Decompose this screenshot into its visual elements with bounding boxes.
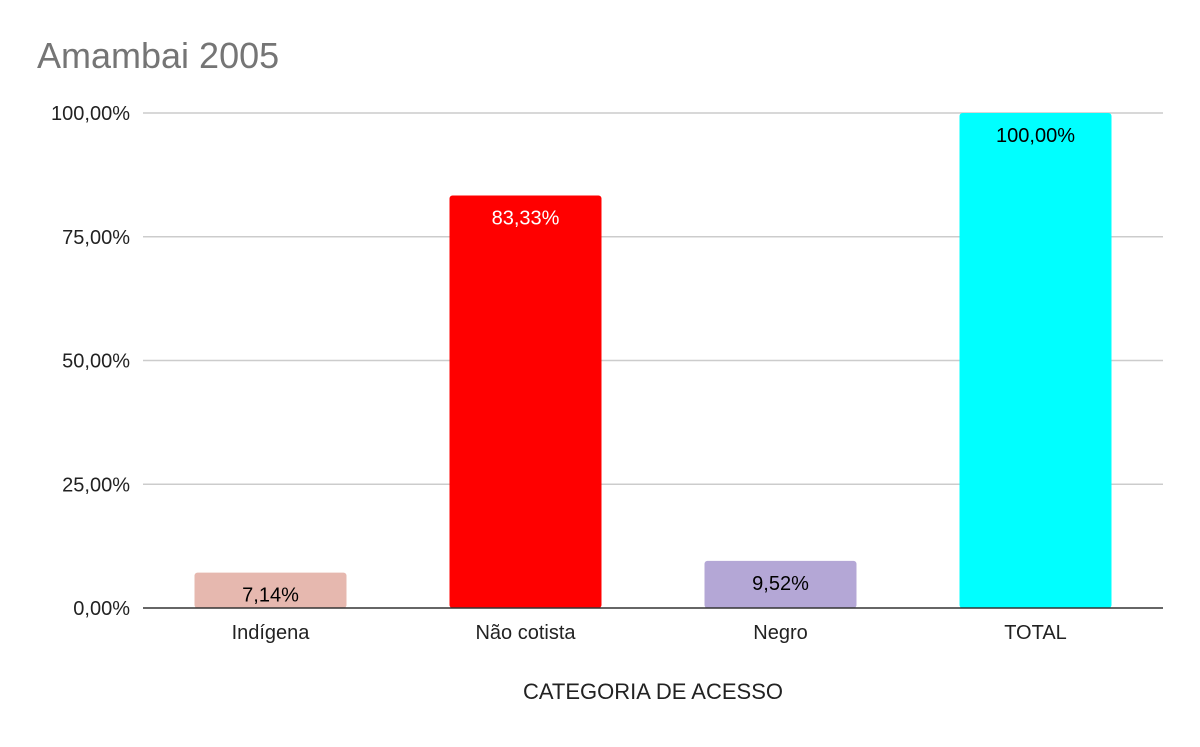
y-tick-label: 0,00% [73,598,130,620]
y-tick-label: 25,00% [62,474,130,496]
bar-value-label: 9,52% [752,573,809,595]
bar [959,113,1112,608]
y-axis-tick-labels: 0,00% 25,00% 50,00% 75,00% 100,00% [51,103,130,620]
x-axis-label: CATEGORIA DE ACESSO [523,679,783,704]
bar-value-label: 83,33% [492,208,560,230]
bar-value-label: 7,14% [242,585,299,607]
x-tick-label: Negro [753,622,807,644]
bar [194,572,347,608]
bar-value-label: 100,00% [996,125,1075,147]
chart-title: Amambai 2005 [37,35,279,76]
y-tick-label: 75,00% [62,227,130,249]
bar [704,560,857,608]
x-tick-label: TOTAL [1004,622,1067,644]
bars: 7,14% 83,33% 9,52% 100,00% [194,113,1112,609]
y-tick-label: 100,00% [51,103,130,125]
x-axis-tick-labels: Indígena Não cotista Negro TOTAL [232,622,1067,644]
x-tick-label: Indígena [232,622,311,644]
bar [449,195,602,609]
x-tick-label: Não cotista [475,622,576,644]
y-tick-label: 50,00% [62,351,130,373]
